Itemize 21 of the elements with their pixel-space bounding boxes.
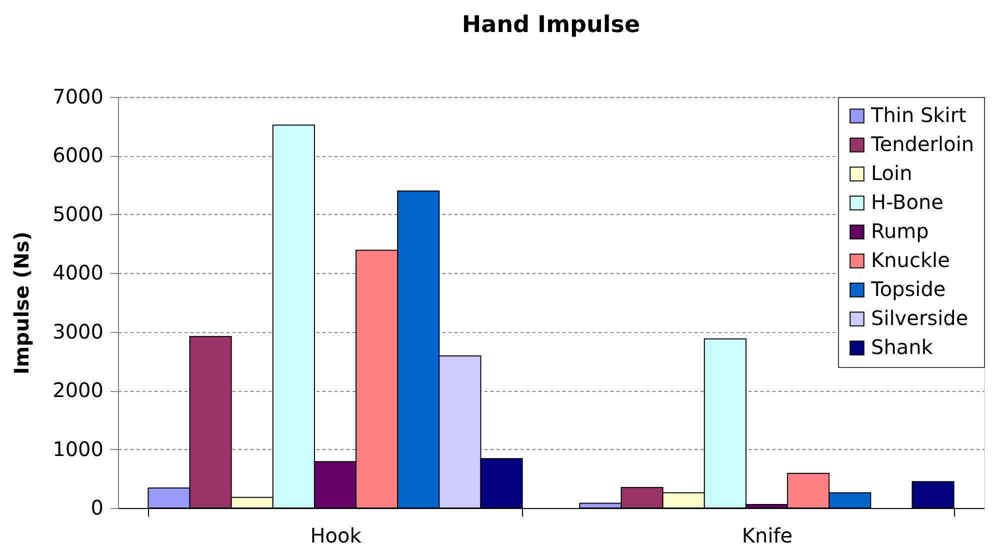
y-tick-label: 5000 xyxy=(52,202,104,226)
x-tick-label: Knife xyxy=(742,524,793,548)
y-tick-label: 3000 xyxy=(52,319,104,344)
y-tick-label: 6000 xyxy=(52,143,104,168)
chart-title: Hand Impulse xyxy=(462,12,640,38)
y-tick-label: 1000 xyxy=(52,436,104,461)
legend-label: Shank xyxy=(871,335,934,359)
y-tick-label: 4000 xyxy=(52,260,104,285)
legend-label: Topside xyxy=(870,277,946,301)
y-axis-title: Impulse (Ns) xyxy=(10,231,34,375)
y-tick-label: 0 xyxy=(90,496,104,520)
legend-label: H-Bone xyxy=(871,190,944,214)
legend-label: Tenderloin xyxy=(870,132,974,156)
legend-label: Loin xyxy=(871,161,912,185)
legend-label: Knuckle xyxy=(871,248,950,272)
x-tick-label: Hook xyxy=(310,524,362,548)
y-tick-label: 2000 xyxy=(52,378,104,402)
legend-label: Rump xyxy=(871,219,929,243)
legend-label: Silverside xyxy=(871,306,968,330)
legend-label: Thin Skirt xyxy=(870,103,967,127)
y-tick-label: 7000 xyxy=(52,84,104,108)
